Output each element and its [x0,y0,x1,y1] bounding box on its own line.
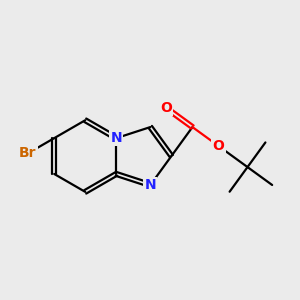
Text: N: N [145,178,156,192]
Text: O: O [213,139,224,153]
Text: O: O [160,101,172,115]
Text: Br: Br [19,146,37,161]
Text: N: N [110,131,122,145]
